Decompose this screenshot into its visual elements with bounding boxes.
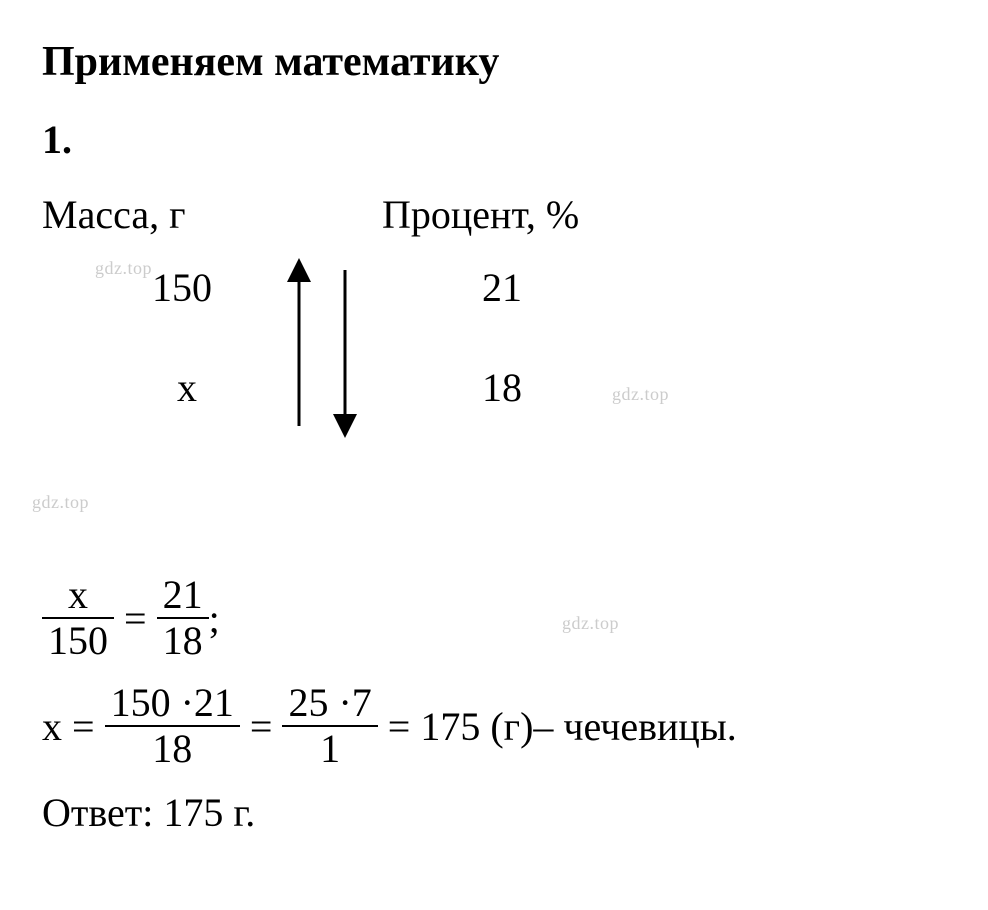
proportion-arrows bbox=[287, 258, 377, 443]
page-root: Применяем математику 1. Масса, г Процент… bbox=[0, 0, 988, 874]
fraction-numerator: 21 bbox=[157, 573, 209, 619]
equals-sign: = bbox=[62, 703, 105, 750]
table-body: 150 21 x 18 gdz.top bbox=[42, 264, 946, 454]
section-heading: Применяем математику bbox=[42, 38, 946, 86]
fraction-25x7-over-1: 25 ·7 1 bbox=[282, 681, 377, 771]
fraction-21-over-18: 21 18 bbox=[157, 573, 209, 663]
fraction-denominator: 1 bbox=[282, 727, 377, 771]
col2-header: Процент, % bbox=[382, 191, 642, 238]
semicolon: ; bbox=[209, 595, 220, 642]
fraction-denominator: 150 bbox=[42, 619, 114, 663]
item-number: 1. bbox=[42, 116, 946, 163]
watermark-4: gdz.top bbox=[562, 613, 619, 634]
lhs-x: x bbox=[42, 703, 62, 750]
fraction-x-over-150: x 150 bbox=[42, 573, 114, 663]
equals-sign: = bbox=[240, 703, 283, 750]
row1-col2-value: 21 bbox=[482, 264, 522, 311]
equals-sign: = bbox=[378, 703, 421, 750]
watermark-2: gdz.top bbox=[612, 384, 669, 405]
result-tail: – чечевицы. bbox=[533, 703, 736, 750]
fraction-denominator: 18 bbox=[105, 727, 240, 771]
equals-sign: = bbox=[114, 595, 157, 642]
fraction-150x21-over-18: 150 ·21 18 bbox=[105, 681, 240, 771]
fraction-numerator: 25 ·7 bbox=[282, 681, 377, 727]
answer-value: 175 г. bbox=[163, 790, 255, 835]
table-header-row: Масса, г Процент, % bbox=[42, 191, 946, 238]
equation-line-2: x = 150 ·21 18 = 25 ·7 1 = 175 (г) – чеч… bbox=[42, 681, 946, 771]
result-value: 175 (г) bbox=[420, 703, 533, 750]
fraction-numerator: 150 ·21 bbox=[105, 681, 240, 727]
proportion-table: Масса, г Процент, % gdz.top 150 21 x 18 … bbox=[42, 191, 946, 454]
watermark-3: gdz.top bbox=[32, 492, 936, 513]
row1-col1-value: 150 bbox=[152, 264, 212, 311]
row2-col1-value: x bbox=[177, 364, 197, 411]
math-derivation: x 150 = 21 18 ; gdz.top x = 150 ·21 18 =… bbox=[42, 573, 946, 836]
fraction-numerator: x bbox=[42, 573, 114, 619]
answer-line: Ответ: 175 г. bbox=[42, 789, 946, 836]
col1-header: Масса, г bbox=[42, 191, 302, 238]
fraction-denominator: 18 bbox=[157, 619, 209, 663]
answer-label: Ответ: bbox=[42, 790, 163, 835]
row2-col2-value: 18 bbox=[482, 364, 522, 411]
equation-line-1: x 150 = 21 18 ; gdz.top bbox=[42, 573, 946, 663]
